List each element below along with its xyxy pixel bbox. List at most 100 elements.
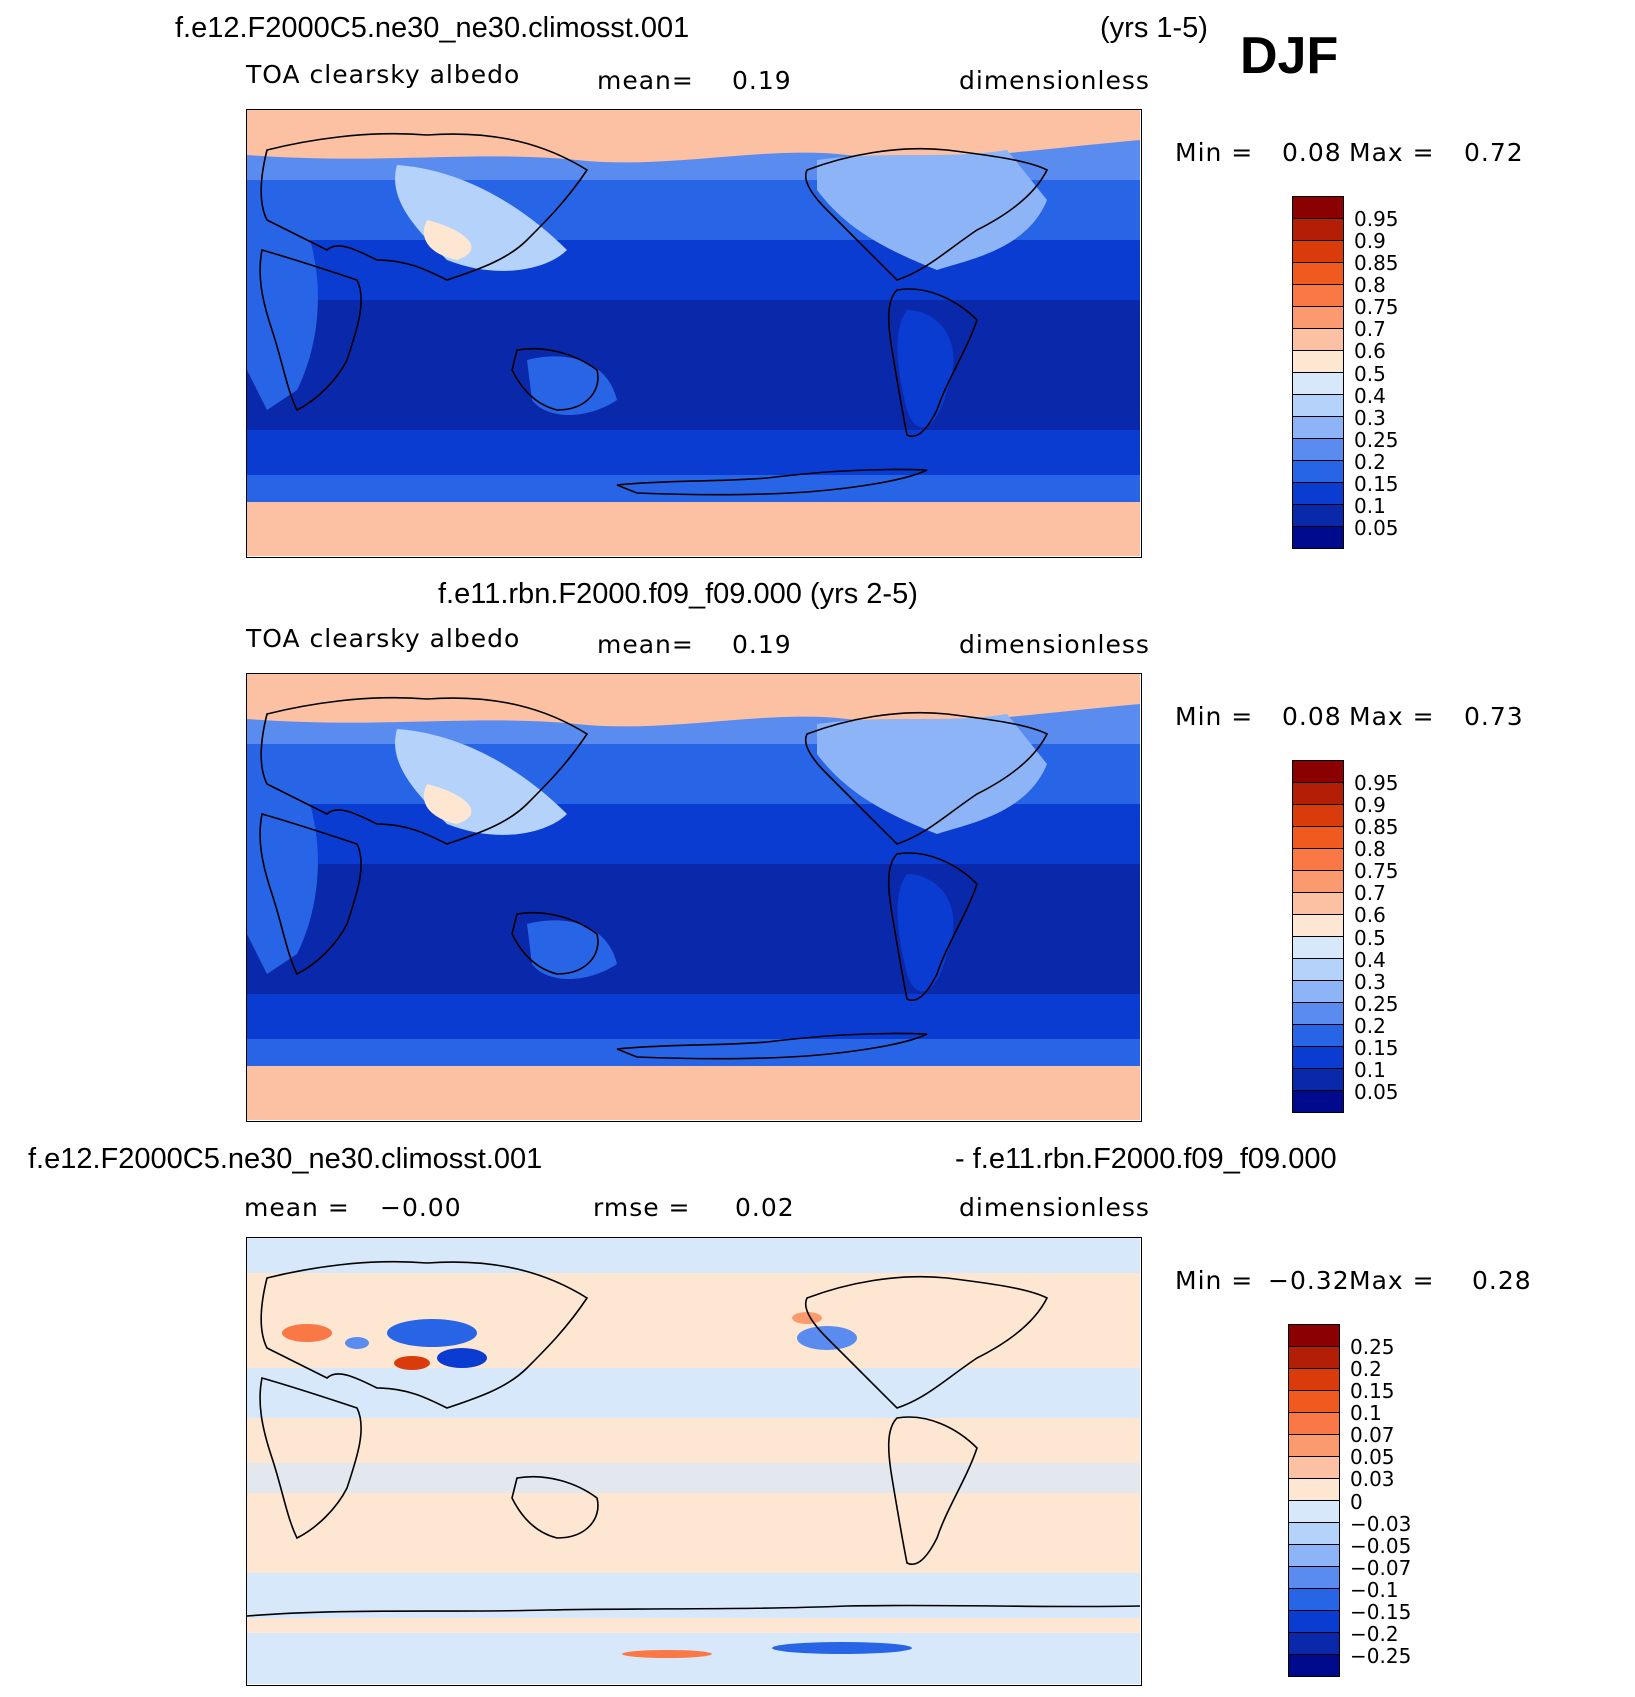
colorbar-tick-label: 0.15 (1350, 1379, 1395, 1404)
colorbar-swatch (1289, 1545, 1339, 1567)
panel1-map (246, 109, 1142, 558)
colorbar-tick-label: −0.2 (1350, 1621, 1399, 1646)
colorbar-tick-label: 0.7 (1354, 317, 1386, 342)
panel3-title-right: - f.e11.rbn.F2000.f09_f09.000 (955, 1143, 1337, 1175)
colorbar-swatch (1293, 263, 1343, 285)
colorbar-swatch (1293, 307, 1343, 329)
panel3-max-label: Max = (1349, 1266, 1435, 1295)
colorbar-swatch (1293, 351, 1343, 373)
colorbar-swatch (1293, 527, 1343, 548)
colorbar-swatch (1293, 439, 1343, 461)
colorbar-tick-label: 0.95 (1354, 771, 1399, 796)
colorbar-swatch (1293, 285, 1343, 307)
colorbar-tick-label: 0 (1350, 1489, 1363, 1514)
panel3-units: dimensionless (959, 1193, 1150, 1222)
colorbar-swatch (1293, 373, 1343, 395)
colorbar-tick-label: 0.4 (1354, 383, 1386, 408)
colorbar-tick-label: 0.25 (1354, 427, 1399, 452)
colorbar-tick-label: 0.05 (1354, 515, 1399, 540)
colorbar-swatch (1293, 937, 1343, 959)
colorbar-swatch (1293, 461, 1343, 483)
colorbar-tick-label: 0.85 (1354, 251, 1399, 276)
panel3-min-label: Min = (1175, 1266, 1254, 1295)
colorbar-swatch (1289, 1655, 1339, 1676)
colorbar-tick-label: −0.03 (1350, 1511, 1412, 1536)
colorbar-swatch (1293, 849, 1343, 871)
panel3-title-left: f.e12.F2000C5.ne30_ne30.climosst.001 (28, 1143, 543, 1175)
colorbar-tick-label: 0.7 (1354, 881, 1386, 906)
colorbar-swatch (1289, 1413, 1339, 1435)
panel1-min-value: 0.08 (1282, 138, 1342, 167)
colorbar-tick-label: 0.4 (1354, 947, 1386, 972)
colorbar-swatch (1293, 1091, 1343, 1112)
colorbar-swatch (1289, 1347, 1339, 1369)
colorbar-swatch (1293, 1003, 1343, 1025)
colorbar-tick-label: 0.1 (1354, 493, 1386, 518)
colorbar-swatch (1293, 1047, 1343, 1069)
panel1-units: dimensionless (959, 66, 1150, 95)
colorbar-swatches (1288, 1324, 1340, 1677)
panel2-min-label: Min = (1175, 702, 1254, 731)
colorbar-swatch (1289, 1369, 1339, 1391)
colorbar-swatch (1289, 1523, 1339, 1545)
panel1-max-value: 0.72 (1464, 138, 1524, 167)
panel1-title: f.e12.F2000C5.ne30_ne30.climosst.001 (175, 12, 690, 44)
panel3-map (246, 1237, 1142, 1686)
colorbar-tick-label: 0.3 (1354, 405, 1386, 430)
colorbar-swatch (1293, 417, 1343, 439)
colorbar-tick-label: 0.95 (1354, 207, 1399, 232)
colorbar-swatch (1289, 1501, 1339, 1523)
colorbar-swatch (1289, 1391, 1339, 1413)
panel3-mean-label: mean = (244, 1193, 350, 1222)
colorbar-swatch (1293, 783, 1343, 805)
colorbar-swatch (1293, 871, 1343, 893)
colorbar-tick-label: −0.1 (1350, 1577, 1399, 1602)
colorbar-tick-label: 0.9 (1354, 229, 1386, 254)
colorbar-swatch (1289, 1457, 1339, 1479)
panel2-mean-value: 0.19 (732, 630, 792, 659)
colorbar-tick-label: −0.05 (1350, 1533, 1412, 1558)
colorbar-tick-label: 0.25 (1350, 1335, 1395, 1360)
colorbar-swatch (1293, 761, 1343, 783)
colorbar-swatch (1293, 915, 1343, 937)
colorbar-swatch (1293, 893, 1343, 915)
colorbar-swatch (1293, 805, 1343, 827)
colorbar-tick-label: −0.07 (1350, 1555, 1412, 1580)
colorbar-swatch (1293, 505, 1343, 527)
panel2-min-value: 0.08 (1282, 702, 1342, 731)
panel1-variable: TOA clearsky albedo (246, 60, 521, 89)
colorbar-swatch (1289, 1435, 1339, 1457)
panel3-rmse-value: 0.02 (735, 1193, 795, 1222)
colorbar-tick-label: 0.8 (1354, 837, 1386, 862)
panel2-units: dimensionless (959, 630, 1150, 659)
colorbar-tick-label: 0.8 (1354, 273, 1386, 298)
colorbar-tick-label: 0.75 (1354, 859, 1399, 884)
colorbar-swatch (1293, 1025, 1343, 1047)
colorbar-tick-label: 0.15 (1354, 471, 1399, 496)
panel2-variable: TOA clearsky albedo (246, 624, 521, 653)
colorbar-tick-label: 0.5 (1354, 925, 1386, 950)
colorbar-swatches (1292, 760, 1344, 1113)
colorbar-tick-label: 0.05 (1354, 1079, 1399, 1104)
panel2-max-label: Max = (1349, 702, 1435, 731)
colorbar-swatch (1293, 219, 1343, 241)
panel3-colorbar: 0.25 0.2 0.15 0.1 0.07 0.05 0.03 0 −0.03 −0.05 −0.… (1288, 1324, 1430, 1677)
colorbar-swatch (1293, 483, 1343, 505)
panel1-mean-label: mean= (597, 66, 694, 95)
colorbar-swatch (1293, 959, 1343, 981)
colorbar-swatch (1293, 329, 1343, 351)
colorbar-swatch (1293, 197, 1343, 219)
colorbar-swatch (1289, 1479, 1339, 1501)
panel2-title: f.e11.rbn.F2000.f09_f09.000 (yrs 2-5) (438, 578, 918, 610)
colorbar-tick-label: 0.6 (1354, 339, 1386, 364)
panel3-mean-value: −0.00 (380, 1193, 462, 1222)
colorbar-tick-label: 0.9 (1354, 793, 1386, 818)
colorbar-swatch (1289, 1325, 1339, 1347)
panel1-colorbar: 0.95 0.9 0.85 0.8 0.75 0.7 0.6 0.5 0.4 0.3 0.25 0.2… (1292, 196, 1434, 549)
colorbar-swatch (1293, 241, 1343, 263)
colorbar-tick-label: 0.03 (1350, 1467, 1395, 1492)
panel1-max-label: Max = (1349, 138, 1435, 167)
season-label: DJF (1240, 27, 1339, 85)
colorbar-tick-label: 0.05 (1350, 1445, 1395, 1470)
panel1-years: (yrs 1-5) (1100, 12, 1208, 44)
